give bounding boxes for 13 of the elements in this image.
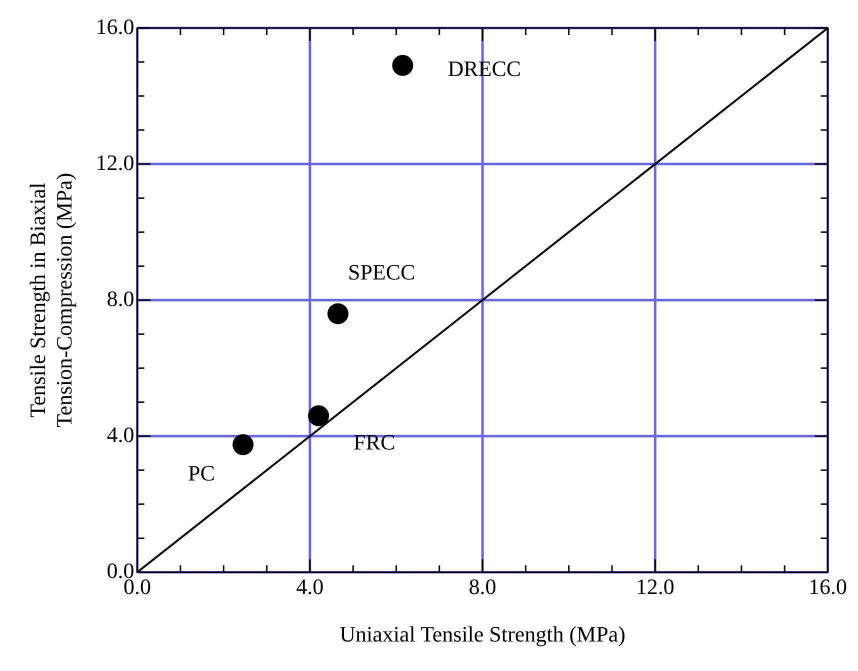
y-tick-label: 12.0 xyxy=(96,150,134,175)
x-tick-label: 4.0 xyxy=(296,574,324,600)
y-axis-title: Tensile Strength in Biaxial Tension-Compression (MPa) xyxy=(24,172,76,428)
x-tick-label: 8.0 xyxy=(468,574,496,600)
annotation: SPECC xyxy=(348,259,416,284)
x-tick-label: 12.0 xyxy=(636,574,674,600)
annotation: FRC xyxy=(354,430,396,455)
x-tick-label: 16.0 xyxy=(808,574,847,600)
y-tick-label: 16.0 xyxy=(96,14,134,39)
y-tick-label: 8.0 xyxy=(106,286,134,311)
y-tick-label: 4.0 xyxy=(106,422,134,447)
x-axis-title: Uniaxial Tensile Strength (MPa) xyxy=(340,622,626,647)
annotation: PC xyxy=(188,460,215,486)
